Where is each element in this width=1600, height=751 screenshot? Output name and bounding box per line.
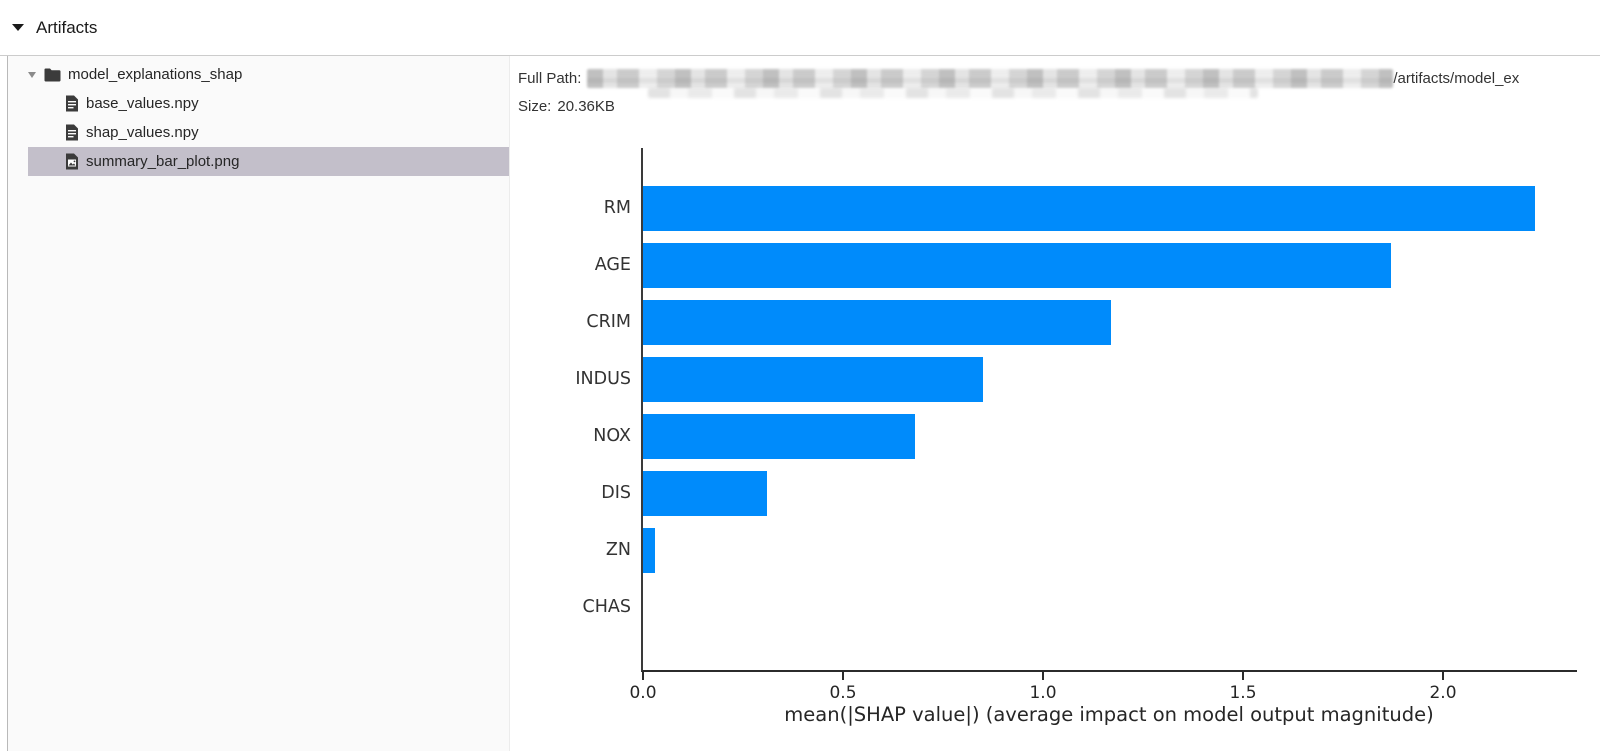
folder-name: model_explanations_shap <box>68 66 243 83</box>
artifact-tree-panel: model_explanations_shap base_values.npy … <box>7 56 510 751</box>
tree-item-file[interactable]: shap_values.npy <box>28 118 509 147</box>
y-tick-label: NOX <box>593 426 631 446</box>
redacted-path-blur <box>587 68 1394 88</box>
x-tick-mark <box>642 672 644 680</box>
y-tick-label: RM <box>603 198 631 218</box>
size-line: Size: 20.36KB <box>518 94 1600 118</box>
file-tree: model_explanations_shap base_values.npy … <box>8 56 509 176</box>
bar-rm <box>643 185 1535 231</box>
header-divider <box>0 55 1600 56</box>
y-tick-label: CHAS <box>582 597 631 617</box>
bar-zn <box>643 527 655 573</box>
tree-item-file-selected[interactable]: summary_bar_plot.png <box>28 147 509 176</box>
full-path-tail: /artifacts/model_ex <box>1393 69 1520 87</box>
x-axis-label: mean(|SHAP value|) (average impact on mo… <box>784 703 1434 726</box>
full-path-label: Full Path: <box>518 69 582 87</box>
x-tick-mark <box>1442 672 1444 680</box>
artifact-details: Full Path: /artifacts/model_ex Size: 20.… <box>518 66 1600 118</box>
y-tick-label: DIS <box>601 483 631 503</box>
caret-down-icon[interactable] <box>28 71 36 78</box>
y-tick-label: INDUS <box>575 369 631 389</box>
x-tick-label: 1.5 <box>1229 683 1257 703</box>
bar-nox <box>643 413 915 459</box>
x-tick-label: 1.0 <box>1029 683 1057 703</box>
redacted-path-blur-secondary <box>648 88 1258 98</box>
x-tick-mark <box>842 672 844 680</box>
full-path-line: Full Path: /artifacts/model_ex <box>518 66 1600 90</box>
x-tick-label: 0.0 <box>629 683 657 703</box>
y-tick-label: ZN <box>605 540 631 560</box>
page-title: Artifacts <box>36 17 98 37</box>
artifacts-header[interactable]: Artifacts <box>0 0 1600 55</box>
bar-age <box>643 242 1391 288</box>
bar-indus <box>643 356 983 402</box>
shap-summary-bar-plot: RM AGE CRIM INDUS NOX DIS ZN CHAS 0.0 0.5 1.0 1.5 2.… <box>510 122 1600 751</box>
file-name: summary_bar_plot.png <box>86 153 240 170</box>
y-tick-label: AGE <box>594 255 631 275</box>
size-label: Size: <box>518 97 552 115</box>
x-tick-mark <box>1242 672 1244 680</box>
file-text-icon <box>65 95 79 112</box>
file-name: base_values.npy <box>86 95 199 112</box>
size-value: 20.36KB <box>557 97 615 115</box>
tree-item-file[interactable]: base_values.npy <box>28 89 509 118</box>
x-tick-mark <box>1042 672 1044 680</box>
file-image-icon <box>65 153 79 170</box>
caret-down-icon[interactable] <box>12 24 24 31</box>
x-tick-label: 2.0 <box>1429 683 1457 703</box>
y-tick-label: CRIM <box>586 312 631 332</box>
bar-crim <box>643 299 1111 345</box>
plot-area: RM AGE CRIM INDUS NOX DIS ZN CHAS 0.0 0.5 1.0 1.5 2.… <box>575 148 1577 703</box>
file-name: shap_values.npy <box>86 124 199 141</box>
x-tick-label: 0.5 <box>829 683 857 703</box>
bar-dis <box>643 470 767 516</box>
folder-icon <box>44 68 61 82</box>
file-text-icon <box>65 124 79 141</box>
tree-item-folder[interactable]: model_explanations_shap <box>28 60 509 89</box>
